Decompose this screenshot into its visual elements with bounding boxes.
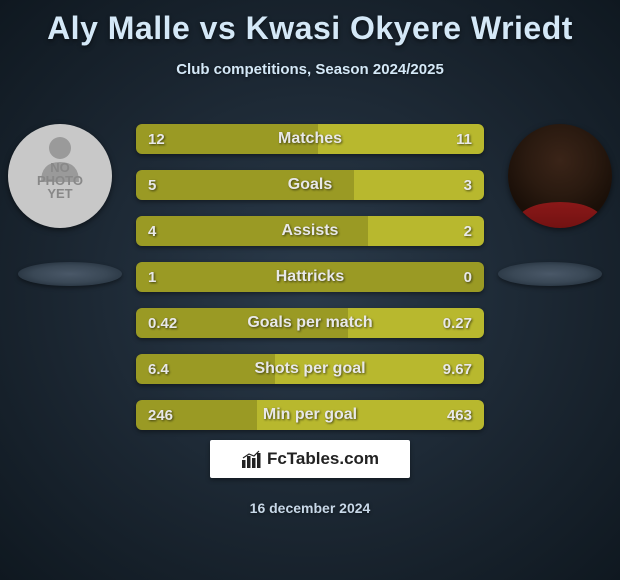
bar-fill — [136, 124, 484, 154]
stat-right-value: 2 — [464, 216, 472, 246]
date-line: 16 december 2024 — [0, 500, 620, 516]
stat-bar: 12Matches11 — [136, 124, 484, 154]
player-left-avatar: NOPHOTOYET — [8, 124, 112, 228]
bar-left-fill — [136, 216, 368, 246]
bar-fill — [136, 308, 484, 338]
stat-left-value: 6.4 — [148, 354, 169, 384]
page-title: Aly Malle vs Kwasi Okyere Wriedt — [0, 0, 620, 47]
logo-text: FcTables.com — [267, 449, 379, 469]
stat-left-value: 0.42 — [148, 308, 177, 338]
stat-right-value: 9.67 — [443, 354, 472, 384]
bar-fill — [136, 262, 484, 292]
stat-right-value: 0 — [464, 262, 472, 292]
avatar-left-shadow — [18, 262, 122, 286]
bar-left-fill — [136, 170, 354, 200]
no-photo-placeholder: NOPHOTOYET — [8, 124, 112, 228]
stat-left-value: 246 — [148, 400, 173, 430]
stat-right-value: 0.27 — [443, 308, 472, 338]
bar-chart-icon — [241, 450, 261, 468]
no-photo-label: NOPHOTOYET — [37, 161, 83, 200]
stat-left-value: 4 — [148, 216, 156, 246]
bar-fill — [136, 400, 484, 430]
stat-right-value: 3 — [464, 170, 472, 200]
bar-fill — [136, 354, 484, 384]
bar-fill — [136, 170, 484, 200]
page-subtitle: Club competitions, Season 2024/2025 — [0, 61, 620, 78]
fctables-logo[interactable]: FcTables.com — [210, 440, 410, 478]
stat-left-value: 5 — [148, 170, 156, 200]
stat-bar: 246Min per goal463 — [136, 400, 484, 430]
player-right-photo — [508, 124, 612, 228]
bar-left-fill — [136, 262, 484, 292]
stat-bar: 1Hattricks0 — [136, 262, 484, 292]
stat-bar: 5Goals3 — [136, 170, 484, 200]
comparison-bars: 12Matches11 5Goals3 4Assists2 1Hattricks0 0.… — [136, 124, 484, 446]
player-right-avatar — [508, 124, 612, 228]
bar-fill — [136, 216, 484, 246]
avatar-right-shadow — [498, 262, 602, 286]
stat-bar: 4Assists2 — [136, 216, 484, 246]
stat-right-value: 11 — [456, 124, 472, 154]
stat-left-value: 12 — [148, 124, 165, 154]
stat-left-value: 1 — [148, 262, 156, 292]
stat-bar: 6.4Shots per goal9.67 — [136, 354, 484, 384]
stat-bar: 0.42Goals per match0.27 — [136, 308, 484, 338]
stat-right-value: 463 — [447, 400, 472, 430]
